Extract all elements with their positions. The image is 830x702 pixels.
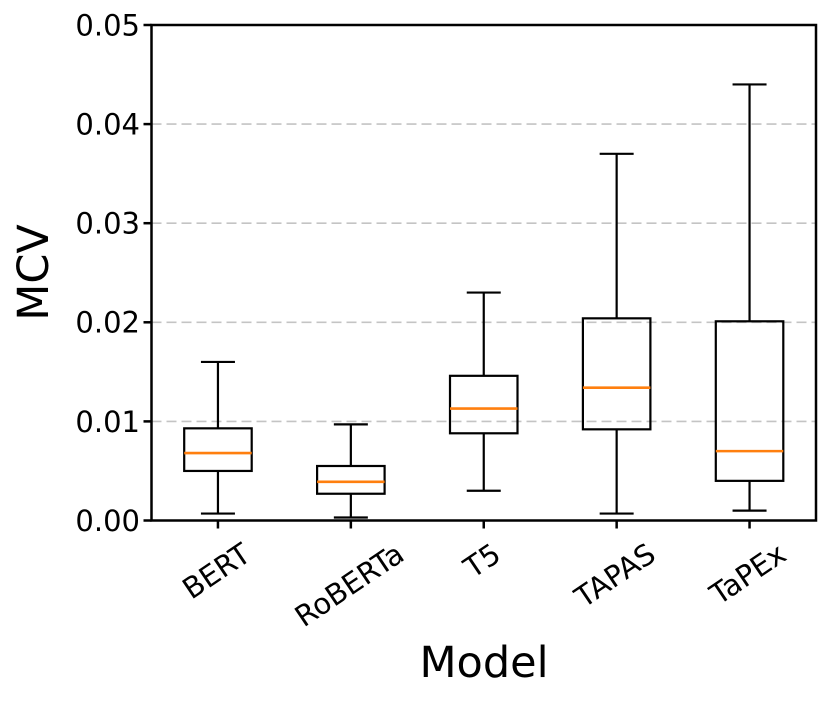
iqr-box: [316, 464, 386, 495]
iqr-box: [448, 374, 519, 435]
y-tick-label: 0.01: [75, 405, 140, 439]
x-tick-label: T5: [457, 536, 507, 585]
y-axis-title: MCV: [9, 224, 59, 321]
y-tick-label: 0.04: [75, 108, 140, 142]
y-tick-label: 0.05: [75, 8, 140, 42]
x-axis-title: Model: [419, 638, 548, 688]
box-layer: [183, 83, 785, 519]
x-tick-label: BERT: [176, 536, 257, 606]
box-TaPEx: [714, 83, 785, 512]
y-tick-label: 0.02: [75, 306, 140, 340]
iqr-box: [714, 320, 785, 482]
tick-layer: 0.00 0.01 0.02 0.03 0.04 0.05 BERT RoBERTa T5 TAP…: [75, 8, 792, 633]
box-RoBERTa: [316, 423, 386, 519]
iqr-box: [183, 427, 253, 473]
box-BERT: [183, 360, 253, 515]
box-T5: [448, 291, 519, 492]
x-tick-label: TaPEx: [703, 536, 792, 612]
iqr-box: [581, 317, 652, 431]
x-tick-label: TAPAS: [568, 536, 662, 615]
x-tick-label: RoBERTa: [289, 536, 410, 633]
y-tick-label: 0.03: [75, 207, 140, 241]
box-TAPAS: [581, 152, 652, 515]
y-tick-label: 0.00: [75, 504, 140, 538]
